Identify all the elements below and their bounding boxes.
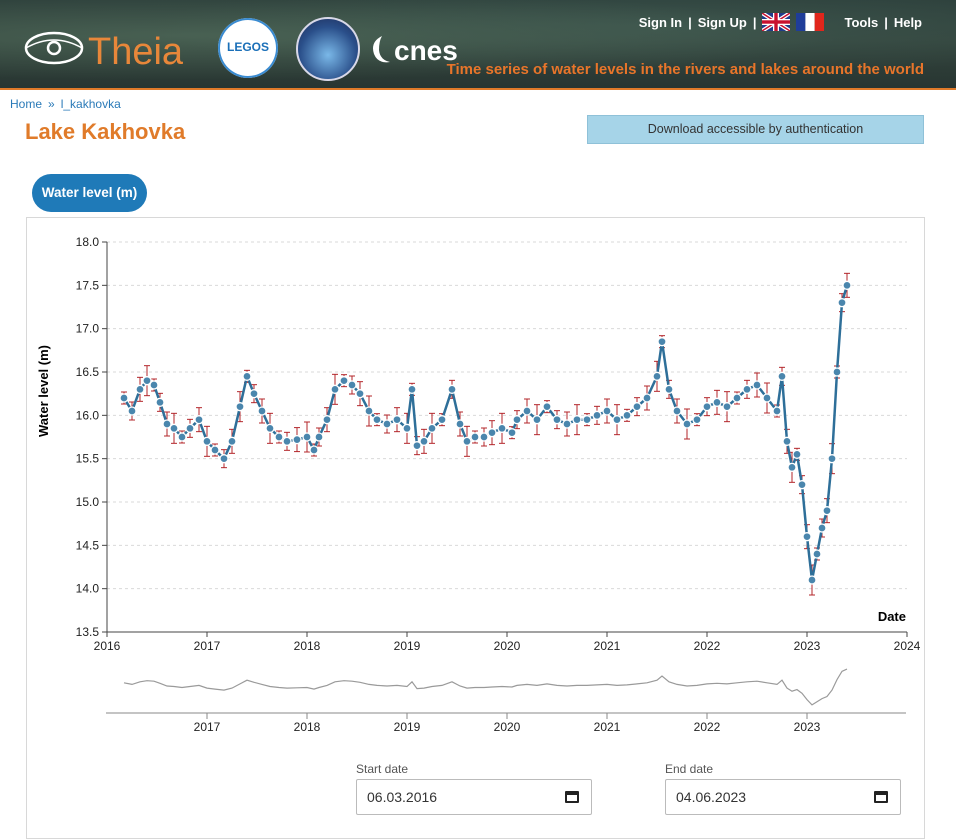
tab-water-level[interactable]: Water level (m) bbox=[32, 174, 147, 212]
theia-wordmark: Theia bbox=[88, 31, 184, 72]
top-links: Sign In | Sign Up | Tools | Help bbox=[639, 13, 922, 31]
download-button[interactable]: Download accessible by authentication bbox=[587, 115, 924, 144]
sign-up-link[interactable]: Sign Up bbox=[697, 14, 747, 30]
site-tagline: Time series of water levels in the river… bbox=[446, 61, 924, 78]
breadcrumb-home[interactable]: Home bbox=[10, 97, 43, 111]
link-separator: | bbox=[688, 14, 692, 30]
legos-logo[interactable]: LEGOS bbox=[218, 18, 278, 78]
end-date-label: End date bbox=[665, 762, 714, 776]
start-date-value: 06.03.2016 bbox=[367, 789, 438, 805]
breadcrumb-separator: » bbox=[48, 97, 55, 111]
end-date-value: 04.06.2023 bbox=[676, 789, 747, 805]
start-date-label: Start date bbox=[356, 762, 409, 776]
breadcrumb-current[interactable]: l_kakhovka bbox=[60, 97, 121, 111]
cnes-logo[interactable]: cnes bbox=[368, 32, 472, 68]
legos-label: LEGOS bbox=[226, 40, 269, 54]
calendar-icon[interactable] bbox=[874, 791, 888, 803]
uk-flag-icon[interactable] bbox=[762, 13, 791, 31]
link-separator: | bbox=[884, 14, 888, 30]
chart-panel bbox=[26, 217, 925, 839]
calendar-icon[interactable] bbox=[565, 791, 579, 803]
french-flag-icon[interactable] bbox=[796, 13, 825, 31]
link-separator: | bbox=[752, 14, 757, 30]
end-date-input[interactable]: 04.06.2023 bbox=[665, 779, 901, 815]
cnes-wordmark: cnes bbox=[394, 35, 458, 66]
start-date-input[interactable]: 06.03.2016 bbox=[356, 779, 592, 815]
hydroweb-logo[interactable] bbox=[296, 17, 360, 81]
tools-link[interactable]: Tools bbox=[844, 14, 879, 30]
help-link[interactable]: Help bbox=[893, 14, 922, 30]
page-title: Lake Kakhovka bbox=[25, 119, 186, 144]
breadcrumb: Home » l_kakhovka bbox=[10, 97, 121, 111]
sign-in-link[interactable]: Sign In bbox=[638, 14, 683, 30]
site-header: Theia LEGOS cnes Sign In | Sign Up | Too… bbox=[0, 0, 956, 90]
theia-logo[interactable]: Theia bbox=[24, 24, 204, 72]
